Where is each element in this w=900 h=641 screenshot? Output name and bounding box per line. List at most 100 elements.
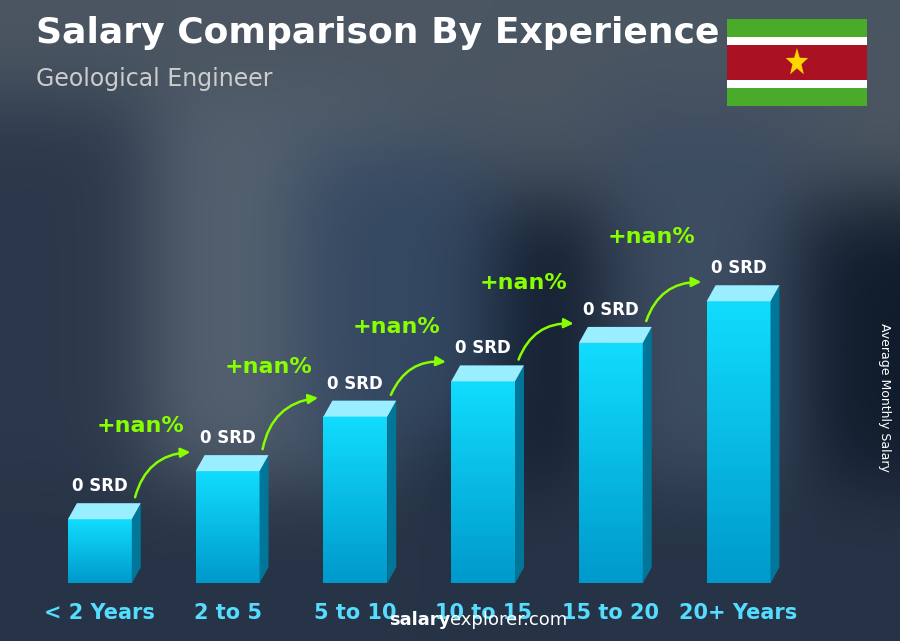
Bar (706, 564, 770, 569)
Bar (323, 458, 387, 461)
Polygon shape (770, 285, 779, 583)
Bar (579, 407, 643, 411)
Bar (579, 543, 643, 547)
Bar (68, 519, 131, 520)
Bar (195, 564, 259, 567)
Bar (68, 532, 131, 533)
Bar (68, 545, 131, 547)
Bar (579, 459, 643, 463)
Bar (706, 324, 770, 329)
Bar (323, 524, 387, 528)
Bar (706, 470, 770, 475)
Bar (727, 37, 867, 45)
Bar (323, 433, 387, 436)
Bar (195, 503, 259, 505)
Bar (706, 428, 770, 433)
Text: Geological Engineer: Geological Engineer (36, 67, 273, 91)
Bar (451, 408, 515, 412)
Bar (323, 425, 387, 428)
Bar (451, 533, 515, 536)
Bar (195, 562, 259, 565)
Text: Salary Comparison By Experience: Salary Comparison By Experience (36, 16, 719, 50)
Bar (323, 428, 387, 431)
Bar (195, 492, 259, 494)
Bar (706, 358, 770, 362)
Bar (323, 497, 387, 500)
Bar (579, 559, 643, 563)
Bar (195, 512, 259, 514)
Bar (195, 542, 259, 544)
Bar (323, 472, 387, 475)
Bar (323, 450, 387, 453)
Polygon shape (68, 503, 140, 519)
Text: +nan%: +nan% (225, 356, 312, 377)
Bar (323, 561, 387, 564)
Bar (579, 539, 643, 544)
Text: 0 SRD: 0 SRD (583, 301, 639, 319)
Bar (706, 381, 770, 386)
Bar (195, 501, 259, 503)
Bar (323, 536, 387, 539)
Bar (68, 579, 131, 580)
Bar (706, 569, 770, 574)
Bar (579, 579, 643, 583)
Text: 15 to 20: 15 to 20 (562, 603, 660, 622)
Bar (323, 500, 387, 503)
Bar (323, 555, 387, 558)
Bar (68, 570, 131, 572)
Bar (451, 452, 515, 455)
Bar (451, 570, 515, 573)
Bar (68, 524, 131, 526)
Bar (451, 449, 515, 452)
Bar (68, 541, 131, 543)
Bar (195, 486, 259, 488)
Bar (323, 533, 387, 536)
Bar (451, 519, 515, 523)
Bar (706, 545, 770, 551)
Bar (706, 442, 770, 447)
Bar (323, 511, 387, 514)
Bar (323, 550, 387, 553)
Bar (323, 553, 387, 556)
Bar (195, 525, 259, 527)
Bar (706, 447, 770, 452)
Bar (579, 354, 643, 359)
Bar (195, 474, 259, 477)
Bar (323, 580, 387, 583)
Bar (706, 386, 770, 390)
Bar (706, 372, 770, 376)
Bar (451, 425, 515, 429)
Bar (68, 573, 131, 575)
Bar (195, 559, 259, 561)
Bar (451, 395, 515, 398)
Bar (579, 443, 643, 447)
Bar (706, 508, 770, 513)
Bar (195, 472, 259, 475)
Bar (323, 569, 387, 572)
Bar (195, 506, 259, 508)
Bar (195, 514, 259, 516)
Bar (706, 348, 770, 353)
Bar (579, 359, 643, 363)
Text: 20+ Years: 20+ Years (680, 603, 797, 622)
Bar (195, 549, 259, 551)
Bar (579, 503, 643, 507)
Bar (451, 455, 515, 459)
Bar (68, 572, 131, 574)
Bar (579, 467, 643, 471)
Bar (451, 515, 515, 519)
Bar (68, 577, 131, 578)
Bar (195, 537, 259, 538)
Bar (706, 574, 770, 579)
Bar (451, 485, 515, 489)
Bar (706, 353, 770, 358)
Bar (579, 555, 643, 559)
Bar (706, 362, 770, 367)
Bar (706, 414, 770, 419)
Bar (195, 551, 259, 553)
Bar (68, 555, 131, 556)
Bar (195, 572, 259, 574)
Bar (706, 301, 770, 306)
Bar (195, 484, 259, 486)
Bar (323, 563, 387, 567)
